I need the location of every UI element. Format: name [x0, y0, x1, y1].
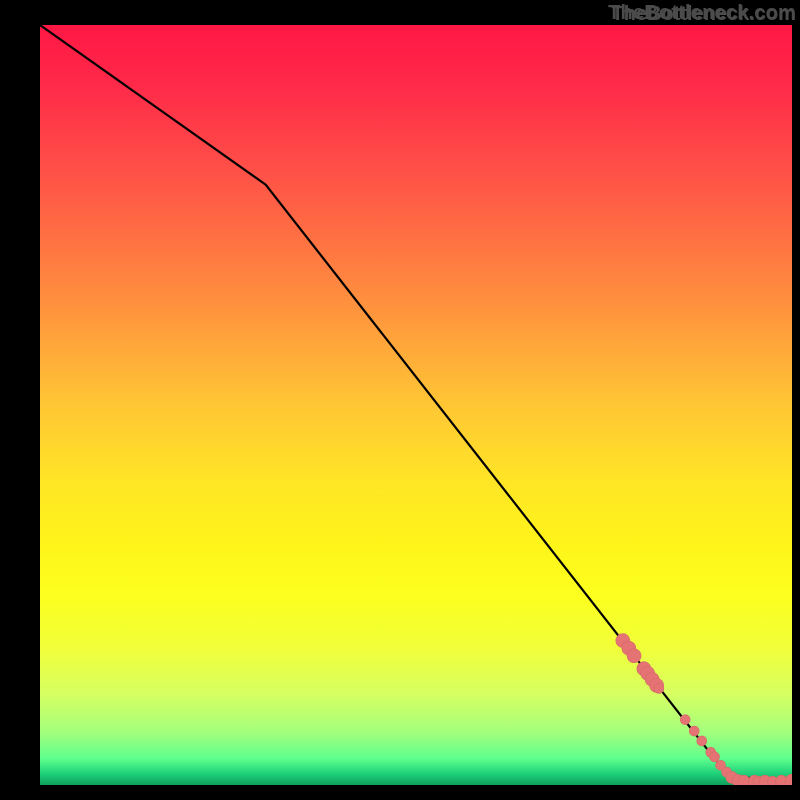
marker [627, 649, 641, 663]
chart-container: TheBottleneck.com TheBottleneck.com [0, 0, 800, 800]
marker [654, 683, 664, 693]
bottleneck-chart: TheBottleneck.com [0, 0, 800, 800]
marker [689, 726, 699, 736]
marker [680, 715, 690, 725]
attribution-text: TheBottleneck.com [608, 0, 800, 25]
marker [710, 752, 720, 762]
marker [697, 736, 707, 746]
